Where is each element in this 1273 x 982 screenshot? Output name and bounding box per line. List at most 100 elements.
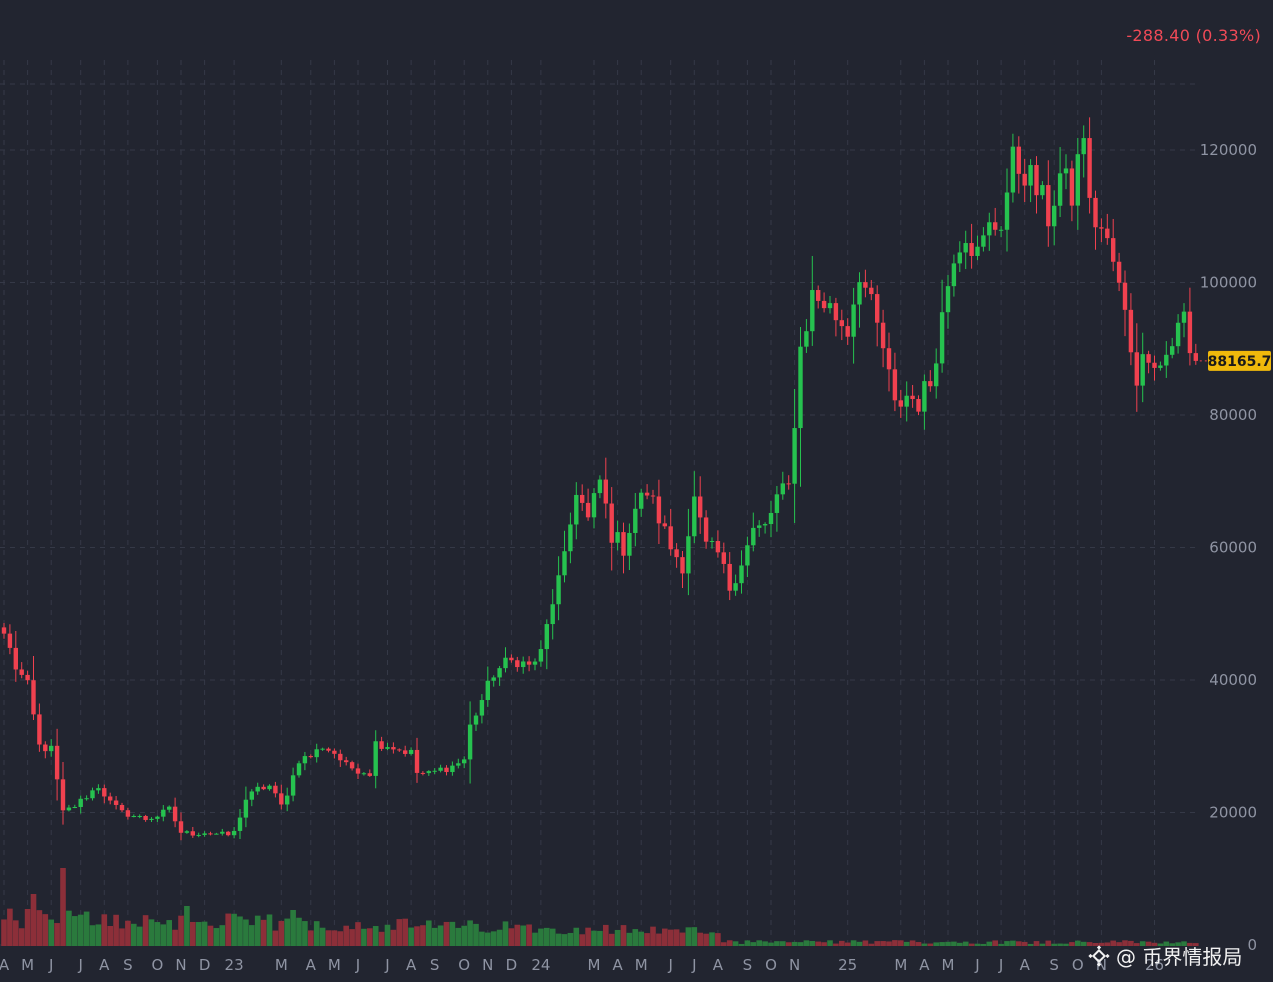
volume-bar	[361, 928, 367, 946]
candle-body	[644, 492, 650, 496]
volume-bar	[1187, 942, 1193, 946]
candle-body	[444, 767, 449, 773]
volume-bar	[839, 940, 845, 946]
candle-body	[550, 604, 555, 625]
candle-body	[739, 565, 744, 584]
candle-body	[585, 502, 591, 518]
volume-bar	[13, 920, 19, 946]
candle-body	[1028, 165, 1033, 186]
candle-body	[137, 815, 142, 817]
candle-body	[568, 524, 573, 552]
volume-bar	[349, 929, 355, 946]
volume-bar	[260, 919, 267, 946]
volume-bar	[579, 934, 585, 946]
volume-bar	[833, 943, 839, 946]
candle-body	[467, 724, 473, 760]
volume-bar	[131, 923, 137, 946]
candle-body	[308, 756, 313, 758]
candle-body	[603, 479, 608, 504]
volume-bar	[7, 908, 13, 946]
x-tick-label: M	[21, 956, 34, 974]
volume-bar	[520, 925, 526, 946]
volume-bar	[998, 943, 1004, 946]
candle-body	[473, 715, 479, 725]
candle-body	[727, 563, 732, 591]
candle-body	[178, 821, 184, 833]
x-tick-label: O	[1072, 956, 1084, 974]
volume-bar	[862, 940, 869, 946]
x-tick-label: 25	[838, 956, 857, 974]
candle-body	[839, 320, 844, 327]
candle-body	[361, 773, 367, 775]
candle-body	[349, 762, 355, 769]
volume-bar	[927, 943, 934, 946]
candle-body	[172, 806, 178, 822]
candle-body	[544, 624, 549, 650]
candle-body	[1081, 138, 1086, 155]
volume-bar	[915, 942, 922, 946]
candle-body	[875, 294, 880, 323]
candle-body	[928, 381, 933, 387]
volume-bar	[502, 921, 509, 946]
volume-bar	[1057, 943, 1063, 946]
y-tick-label: 100000	[1200, 274, 1257, 292]
volume-bar	[367, 928, 373, 946]
volume-bar	[337, 931, 344, 946]
volume-bar	[632, 929, 639, 946]
candle-body	[149, 818, 154, 820]
candle-body	[851, 304, 856, 337]
volume-bar	[83, 911, 90, 946]
volume-bar	[986, 941, 993, 946]
volume-bar	[437, 925, 444, 946]
candle-body	[857, 282, 862, 305]
volume-bar	[266, 914, 273, 946]
volume-bar	[378, 931, 385, 946]
volume-bar	[1098, 942, 1105, 946]
x-tick-label: A	[406, 956, 417, 974]
candle-body	[798, 346, 803, 429]
candle-body	[267, 785, 272, 790]
volume-bar	[243, 919, 249, 946]
watermark-text: @ 币界情报局	[1116, 945, 1243, 969]
volume-bar	[166, 920, 172, 946]
candle-body	[491, 677, 496, 681]
candle-body	[733, 583, 738, 591]
candle-body	[904, 395, 909, 407]
volume-bar	[561, 934, 568, 946]
candle-body	[279, 793, 284, 805]
candle-body	[1134, 352, 1139, 386]
volume-bar	[107, 925, 113, 946]
candle-body	[72, 807, 77, 809]
candle-body	[910, 395, 915, 400]
volume-bar	[237, 916, 243, 946]
volume-bar	[1004, 941, 1010, 946]
volume-bar	[656, 933, 662, 946]
candle-body	[503, 657, 508, 669]
candle-body	[155, 816, 160, 819]
x-tick-label: N	[482, 956, 493, 974]
volume-bar	[1075, 940, 1081, 946]
candle-body	[715, 541, 721, 553]
candle-body	[721, 552, 726, 564]
volume-bar	[77, 914, 84, 946]
x-tick-label: D	[506, 956, 518, 974]
volume-bar	[36, 910, 43, 946]
x-tick-label: A	[919, 956, 930, 974]
volume-bar	[160, 924, 167, 946]
volume-bar	[1051, 943, 1057, 946]
candle-body	[1146, 354, 1151, 363]
volume-bar	[24, 909, 31, 946]
candle-body	[66, 807, 72, 811]
x-tick-label: M	[942, 956, 955, 974]
candle-body	[827, 303, 833, 309]
volume-bar	[1027, 943, 1034, 946]
candle-body	[290, 775, 296, 796]
y-tick-label: 0	[1247, 936, 1257, 954]
x-tick-label: N	[1096, 956, 1107, 974]
candle-body	[167, 806, 172, 810]
x-tick-label: N	[175, 956, 186, 974]
volume-bar	[48, 919, 54, 946]
volume-bar	[939, 942, 945, 946]
candle-body	[1105, 228, 1110, 239]
volume-bar	[302, 921, 308, 946]
